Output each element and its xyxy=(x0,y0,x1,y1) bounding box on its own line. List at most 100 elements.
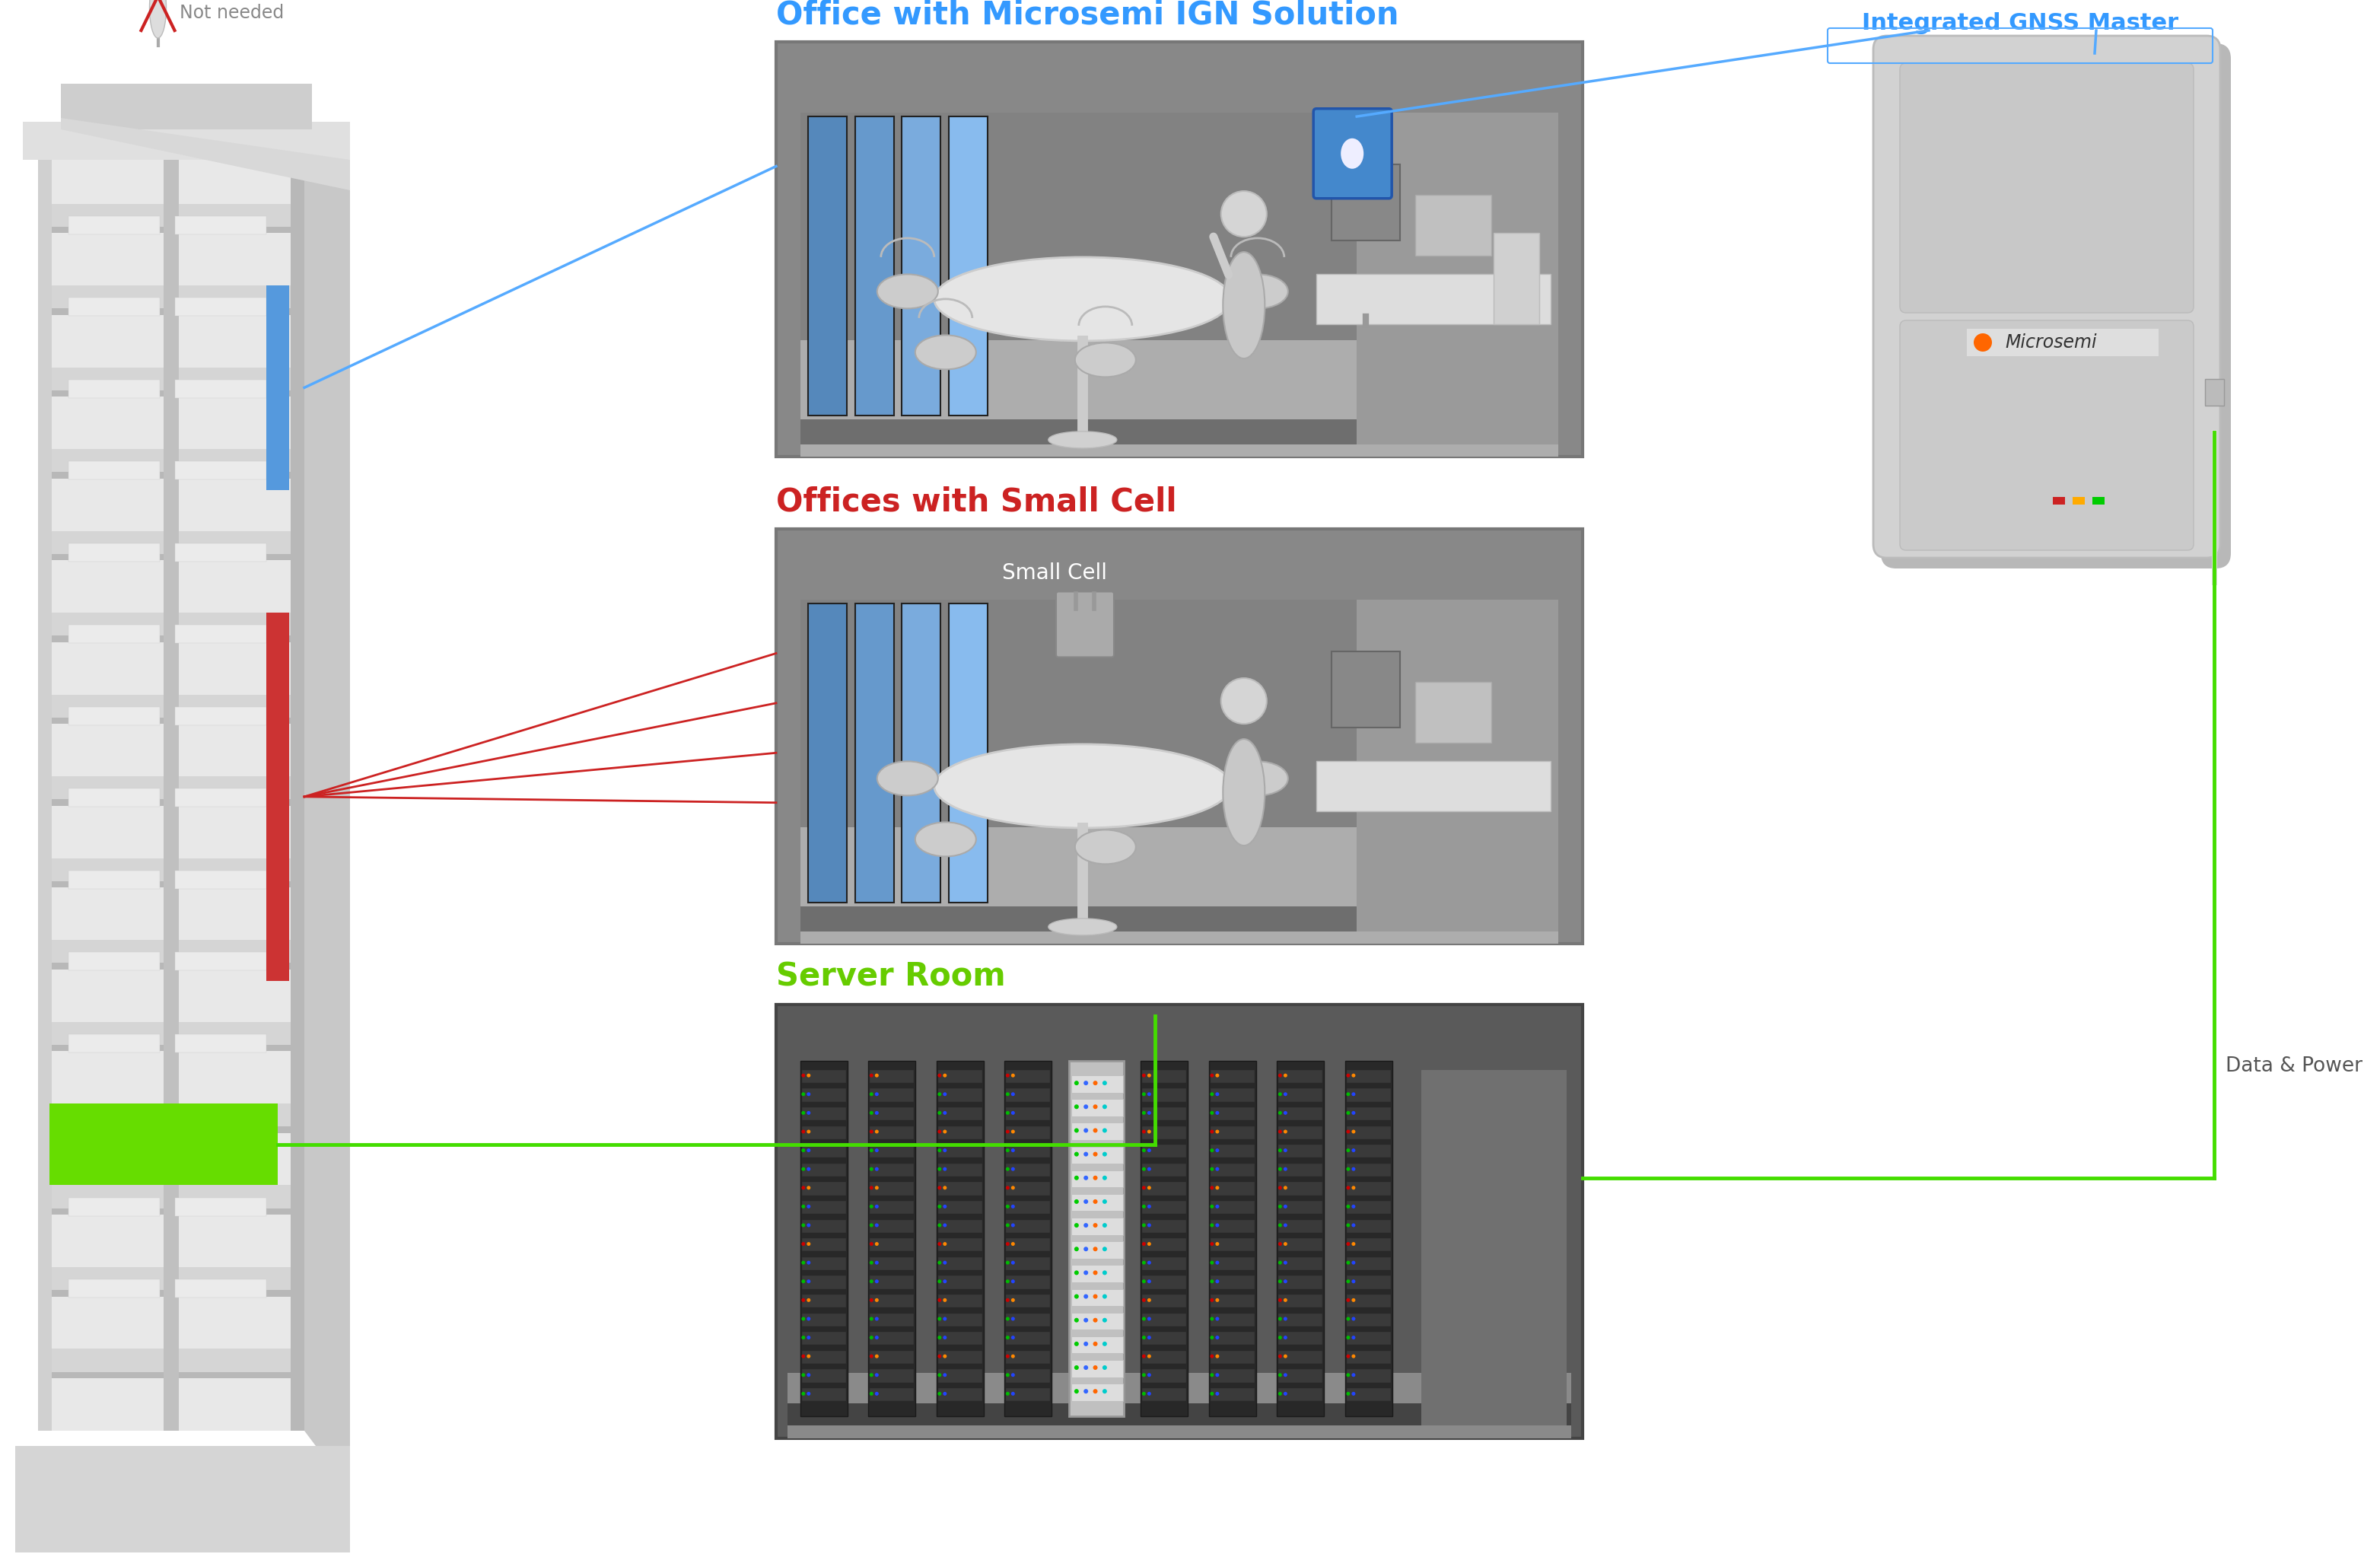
Circle shape xyxy=(1147,1242,1152,1246)
Bar xyxy=(938,1127,983,1139)
Bar xyxy=(950,117,988,415)
Circle shape xyxy=(1283,1204,1288,1209)
Bar xyxy=(854,117,895,415)
Bar xyxy=(1142,1388,1185,1402)
Circle shape xyxy=(1352,1260,1354,1265)
Circle shape xyxy=(1216,1355,1219,1358)
Circle shape xyxy=(802,1148,804,1152)
Bar xyxy=(802,1313,845,1326)
Ellipse shape xyxy=(916,336,976,370)
Bar xyxy=(176,1279,267,1298)
Bar xyxy=(1071,1242,1123,1259)
Circle shape xyxy=(1007,1374,1009,1377)
Circle shape xyxy=(938,1186,942,1190)
Circle shape xyxy=(1102,1271,1107,1274)
Circle shape xyxy=(938,1148,942,1152)
Bar xyxy=(69,707,159,726)
Bar xyxy=(800,420,1559,444)
Bar xyxy=(871,1332,914,1346)
Bar xyxy=(45,1186,305,1207)
Circle shape xyxy=(1012,1374,1014,1377)
Circle shape xyxy=(1147,1148,1152,1152)
Bar xyxy=(38,121,305,1431)
Circle shape xyxy=(869,1130,873,1133)
Bar xyxy=(802,1220,845,1232)
Bar xyxy=(871,1088,914,1102)
Circle shape xyxy=(1216,1186,1219,1190)
Circle shape xyxy=(1073,1389,1078,1394)
Circle shape xyxy=(1007,1111,1009,1114)
Circle shape xyxy=(938,1223,942,1228)
Circle shape xyxy=(869,1374,873,1377)
Circle shape xyxy=(938,1111,942,1114)
Bar xyxy=(935,1061,983,1417)
Circle shape xyxy=(1147,1392,1152,1395)
Bar xyxy=(902,603,940,903)
Circle shape xyxy=(1142,1111,1145,1114)
Circle shape xyxy=(1007,1355,1009,1358)
Circle shape xyxy=(1278,1335,1283,1340)
Ellipse shape xyxy=(1076,343,1135,378)
Bar xyxy=(1211,1145,1254,1158)
Circle shape xyxy=(1216,1130,1219,1133)
Ellipse shape xyxy=(1223,252,1264,359)
Circle shape xyxy=(802,1074,804,1077)
Bar xyxy=(809,117,847,415)
Circle shape xyxy=(1147,1074,1152,1077)
Bar xyxy=(1347,1164,1390,1176)
Bar xyxy=(938,1201,983,1214)
Circle shape xyxy=(1007,1335,1009,1340)
Circle shape xyxy=(1142,1392,1145,1395)
Circle shape xyxy=(1352,1374,1354,1377)
Bar xyxy=(1278,1239,1323,1251)
Circle shape xyxy=(1147,1092,1152,1096)
Bar xyxy=(1316,274,1549,323)
Bar xyxy=(802,1164,845,1176)
Bar xyxy=(1007,1108,1050,1120)
Circle shape xyxy=(938,1335,942,1340)
Bar xyxy=(1278,1350,1323,1364)
Circle shape xyxy=(876,1260,878,1265)
Circle shape xyxy=(1347,1148,1349,1152)
Circle shape xyxy=(1012,1279,1014,1284)
Circle shape xyxy=(1352,1298,1354,1302)
Bar xyxy=(802,1127,845,1139)
Bar xyxy=(69,1116,159,1134)
Bar xyxy=(1007,1369,1050,1383)
Bar xyxy=(871,1069,914,1083)
Bar xyxy=(802,1369,845,1383)
Circle shape xyxy=(1352,1092,1354,1096)
Circle shape xyxy=(807,1130,812,1133)
Circle shape xyxy=(1012,1148,1014,1152)
Circle shape xyxy=(1216,1298,1219,1302)
Circle shape xyxy=(942,1279,947,1284)
Bar xyxy=(1345,1061,1392,1417)
Circle shape xyxy=(1278,1298,1283,1302)
Bar xyxy=(1211,1164,1254,1176)
Circle shape xyxy=(1209,1130,1214,1133)
Circle shape xyxy=(1352,1355,1354,1358)
Bar xyxy=(69,789,159,807)
Bar xyxy=(176,134,267,152)
Circle shape xyxy=(1283,1130,1288,1133)
Circle shape xyxy=(1012,1298,1014,1302)
Circle shape xyxy=(1147,1204,1152,1209)
Bar xyxy=(854,603,895,903)
Bar xyxy=(788,1403,1571,1425)
Circle shape xyxy=(1012,1392,1014,1395)
Bar xyxy=(176,625,267,643)
Bar xyxy=(45,1021,305,1044)
Circle shape xyxy=(942,1204,947,1209)
Circle shape xyxy=(1083,1223,1088,1228)
Circle shape xyxy=(1347,1074,1349,1077)
Circle shape xyxy=(1147,1186,1152,1190)
Circle shape xyxy=(1352,1204,1354,1209)
Circle shape xyxy=(807,1335,812,1340)
Bar xyxy=(69,134,159,152)
Circle shape xyxy=(1347,1223,1349,1228)
Circle shape xyxy=(1083,1105,1088,1110)
Bar xyxy=(69,953,159,970)
Circle shape xyxy=(938,1355,942,1358)
Circle shape xyxy=(1073,1246,1078,1251)
Bar xyxy=(1071,1218,1123,1235)
